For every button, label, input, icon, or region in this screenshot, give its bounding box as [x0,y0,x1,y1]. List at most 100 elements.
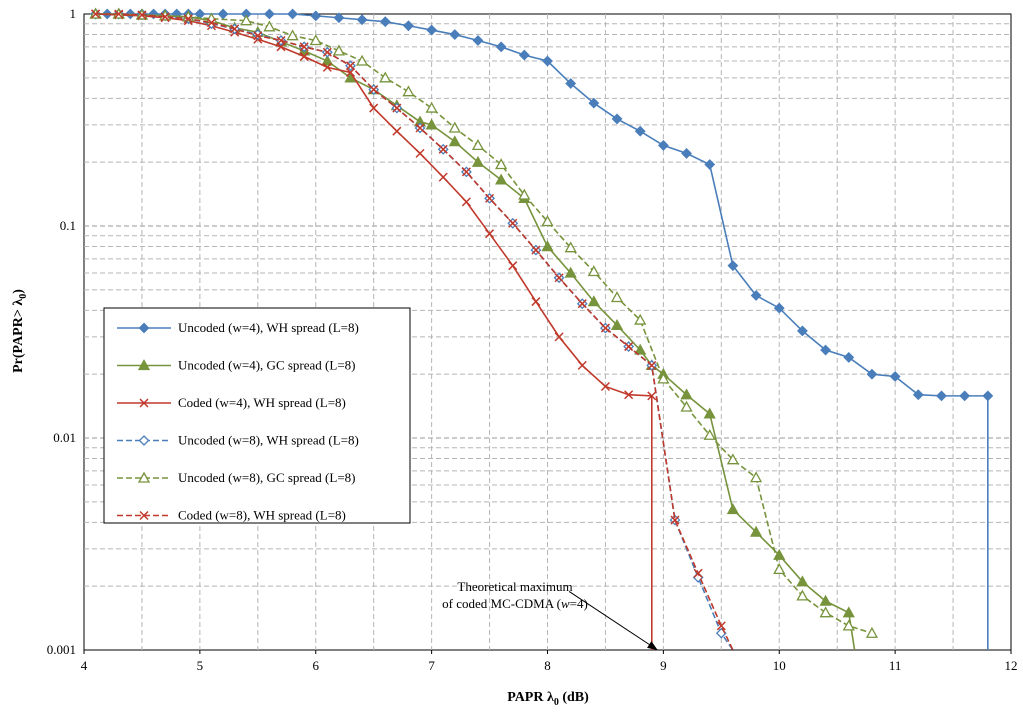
diamond-marker [403,20,414,32]
legend-item: Coded (w=8), WH spread (L=8) [117,508,346,523]
triangle-marker [564,266,577,278]
x-marker [600,323,610,333]
x-marker [276,35,286,46]
annotation-line2: of coded MC-CDMA (w=4) [442,596,588,611]
triangle-marker [240,14,253,26]
y-tick-label: 0.001 [47,642,76,657]
x-marker-stroke [206,18,216,28]
x-marker-stroke [485,229,495,239]
x-axis-title: PAPR λ0 (dB) [507,690,589,708]
x-marker [577,360,587,370]
annotation-arrow-line [568,590,658,651]
x-marker [91,9,101,19]
diamond-marker [138,435,150,446]
x-marker-stroke [183,14,193,24]
annotation-arrow-head [647,641,658,650]
x-marker-stroke [577,299,587,309]
x-marker [206,18,216,28]
x-marker-stroke [415,148,425,158]
triangle-marker [773,563,786,575]
triangle-marker [865,626,879,638]
diamond-marker [866,368,878,380]
diamond-marker [138,322,150,334]
x-marker [253,31,263,41]
triangle-marker [749,525,763,537]
series-line [95,13,873,634]
annotation-line1: Theoretical maximum [457,579,572,594]
x-marker [369,85,379,95]
x-marker [624,390,634,400]
legend-label: Uncoded (w=4), WH spread (L=8) [178,320,359,335]
x-marker [438,144,448,154]
x-marker-stroke [647,360,657,370]
x-tick-label: 7 [428,658,435,673]
triangle-marker [332,44,346,56]
triangle-marker [137,359,151,371]
x-marker-stroke [137,10,147,20]
triangle-marker [495,158,508,170]
x-marker-stroke [392,103,402,113]
x-marker [461,197,471,207]
diamond-marker [912,389,924,401]
x-marker-stroke [693,568,703,578]
x-tick-label: 6 [313,658,320,673]
diamond-marker [773,302,785,314]
triangle-marker [796,575,809,587]
x-marker-stroke [299,52,309,62]
triangle-marker [726,503,740,515]
x-marker-stroke [91,9,101,19]
diamond-marker [217,8,229,20]
triangle-marker [321,54,334,66]
x-marker-stroke [299,42,309,52]
x-tick-label: 8 [544,658,551,673]
x-marker [577,299,587,309]
diamond-marker [611,113,623,125]
x-marker [230,24,240,34]
triangle-marker [842,606,855,618]
y-tick-label: 0.1 [60,218,76,233]
x-marker [345,67,356,77]
diamond-marker [634,125,646,137]
x-marker-stroke [531,297,541,307]
legend-item: Coded (w=4), WH spread (L=8) [117,395,346,410]
diamond-marker [379,16,391,28]
x-marker [415,123,425,133]
diamond-marker [657,139,669,151]
x-marker [554,273,564,283]
x-marker-stroke [438,172,448,182]
legend-item: Uncoded (w=8), GC spread (L=8) [117,470,355,485]
x-marker [461,167,471,177]
triangle-marker [425,101,438,113]
triangle-marker [634,343,647,355]
diamond-marker [495,41,507,53]
x-tick-label: 4 [81,658,88,673]
triangle-marker [819,594,832,606]
triangle-marker [657,372,670,384]
series-6 [91,9,734,651]
triangle-marker [819,606,832,618]
x-marker [415,148,425,158]
triangle-marker [703,407,716,419]
x-marker [322,62,332,72]
x-marker-stroke [392,126,402,136]
triangle-marker [355,54,369,66]
diamond-marker [982,390,994,402]
legend-item: Uncoded (w=4), WH spread (L=8) [117,320,359,335]
x-tick-label: 9 [660,658,667,673]
legend-label: Uncoded (w=8), GC spread (L=8) [178,470,355,485]
x-marker [345,61,356,71]
x-marker-stroke [600,381,610,392]
x-marker-stroke [670,515,680,525]
diamond-marker [889,371,901,382]
triangle-marker [471,139,485,151]
triangle-marker [425,118,438,130]
x-tick-label: 5 [197,658,204,673]
x-tick-label: 10 [773,658,786,673]
y-axis-title: Pr(PAPR> λ0) [11,289,29,373]
x-marker [693,568,703,578]
diamond-marker [588,97,600,109]
y-tick-label: 1 [70,6,77,21]
x-marker [392,126,402,136]
triangle-marker [541,215,554,227]
